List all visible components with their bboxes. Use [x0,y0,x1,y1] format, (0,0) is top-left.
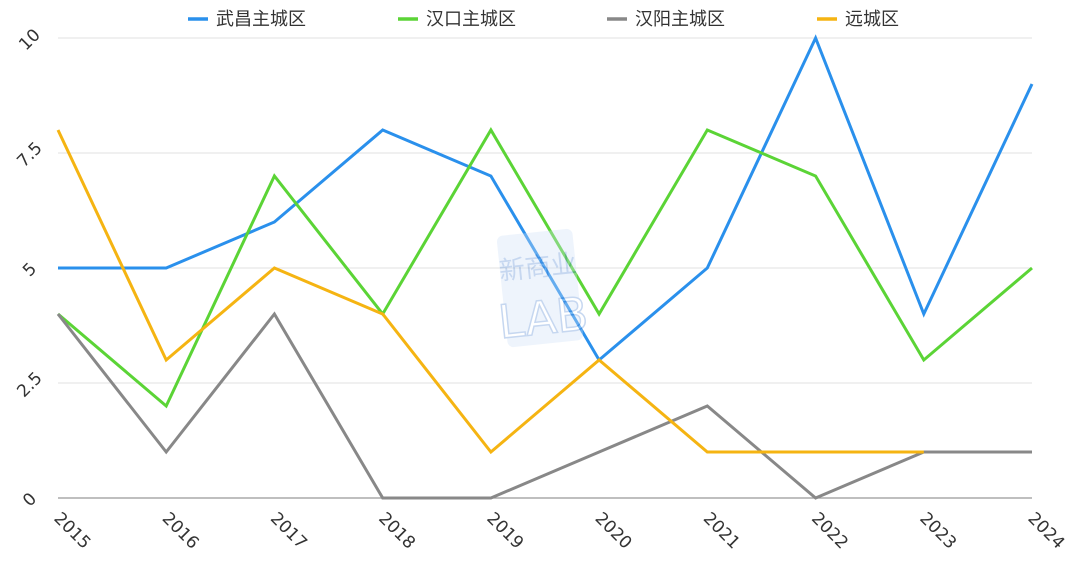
series-lines [56,34,1034,500]
y-axis-ticks: 0 2.5 5 7.5 10 [13,25,46,511]
legend-label: 汉口主城区 [426,9,516,30]
legend-label: 武昌主城区 [216,9,306,30]
x-tick-label: 2021 [699,509,744,554]
watermark-box [496,228,584,348]
x-tick-label: 2016 [158,509,203,554]
y-tick-label: 5 [19,259,41,281]
series-line-2 [57,127,1033,409]
x-tick-label: 2023 [915,509,960,554]
watermark: 新商业 LAB [495,228,591,350]
watermark-bottom-text: LAB [496,286,591,349]
legend-label: 汉阳主城区 [635,9,725,30]
x-tick-label: 2024 [1024,509,1069,554]
y-tick-label: 7.5 [13,138,46,171]
series-line-4 [56,129,924,455]
x-tick-label: 2017 [266,509,311,554]
legend-label: 远城区 [845,9,899,30]
series-line-1 [58,34,1034,363]
x-tick-label: 2020 [591,509,636,554]
legend: 武昌主城区 汉口主城区 汉阳主城区 远城区 [188,9,899,30]
y-tick-label: 0 [19,489,41,511]
x-tick-label: 2018 [374,509,419,554]
x-tick-label: 2019 [483,509,528,554]
x-axis-ticks: 2015 2016 2017 2018 2019 2020 2021 2022 2023 2024 [50,509,1069,554]
x-tick-label: 2015 [50,509,95,554]
series-line-3 [56,311,1032,500]
y-tick-label: 10 [15,25,44,54]
y-tick-label: 2.5 [13,368,46,401]
x-tick-label: 2022 [807,509,852,554]
